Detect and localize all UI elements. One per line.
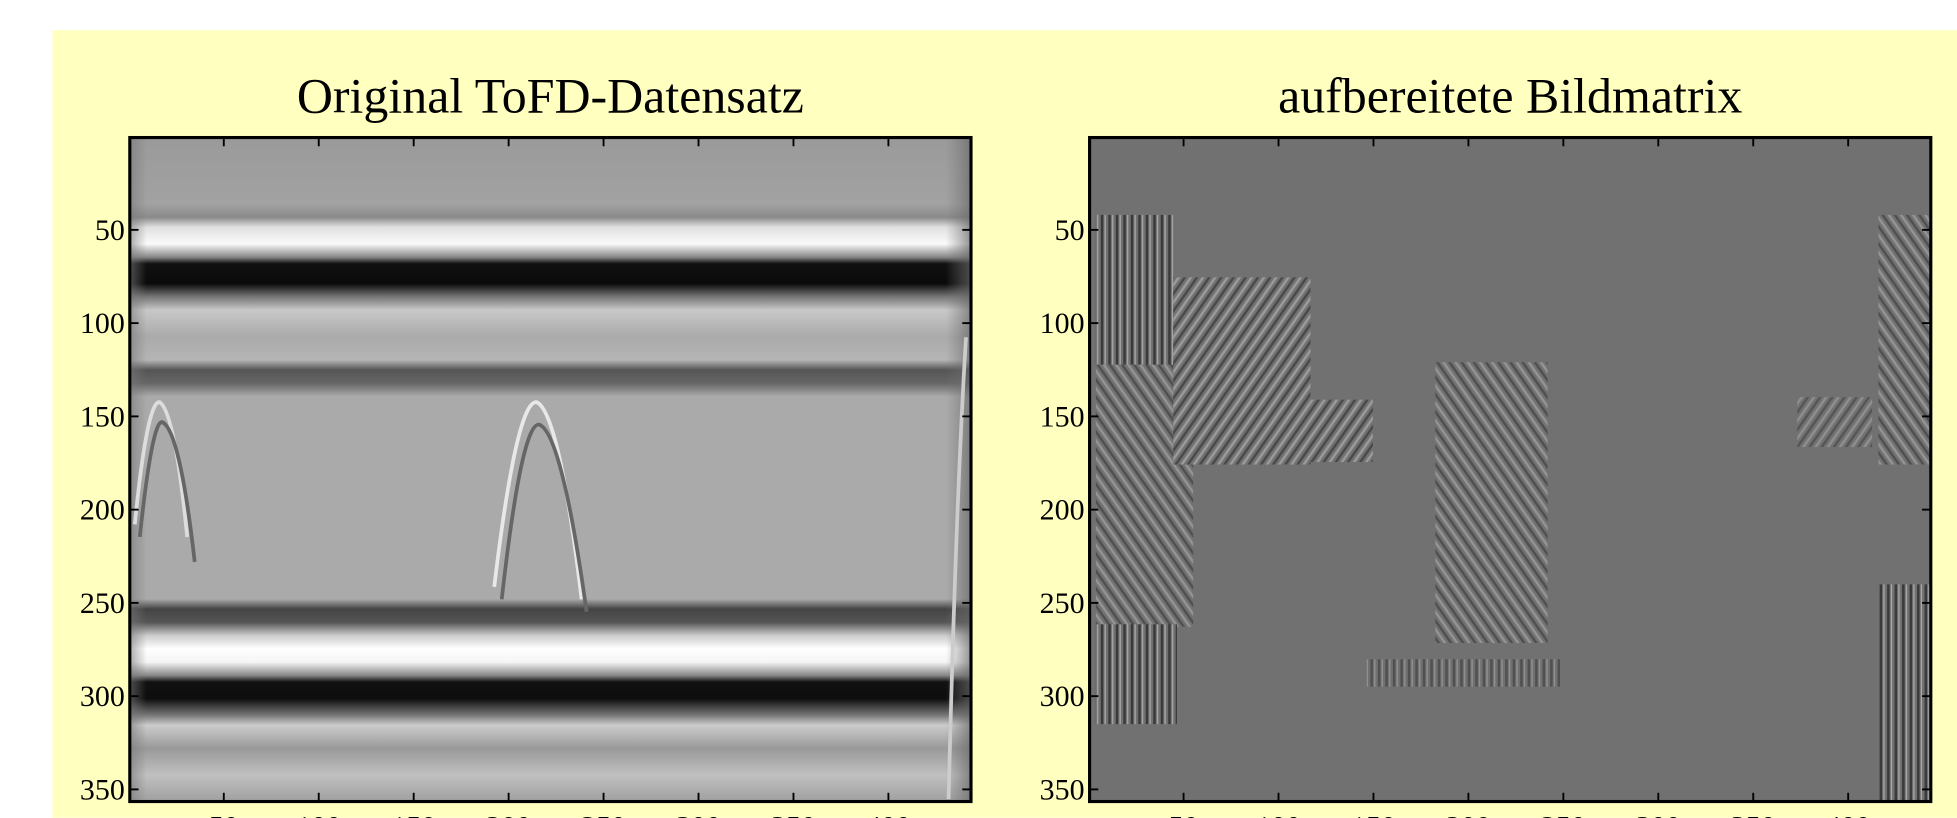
x-tick-label: 200 — [1446, 810, 1491, 818]
y-tick-label: 300 — [80, 680, 125, 713]
y-tick-label: 200 — [1040, 494, 1085, 527]
x-tick-label: 300 — [1636, 810, 1681, 818]
axes-frame — [1088, 135, 1933, 804]
image-right — [1089, 137, 1933, 802]
x-tick-label: 50 — [1169, 810, 1199, 818]
x-tick-label: 250 — [1541, 810, 1586, 818]
y-tick-label: 150 — [1040, 400, 1085, 433]
y-tick-label: 150 — [80, 400, 125, 433]
axes-frame — [128, 135, 973, 804]
x-tick-label: 50 — [209, 810, 239, 818]
x-tick-label: 200 — [486, 810, 531, 818]
chart-title: aufbereitete Bildmatrix — [1278, 69, 1742, 124]
y-tick-label: 50 — [1055, 214, 1085, 247]
x-tick-label: 100 — [296, 810, 341, 818]
chart-title: Original ToFD-Datensatz — [297, 69, 804, 124]
x-tick-label: 150 — [1351, 810, 1396, 818]
y-tick-label: 100 — [1040, 307, 1085, 340]
y-tick-label: 350 — [1040, 773, 1085, 806]
x-tick-label: 400 — [866, 810, 911, 818]
y-tick-label: 200 — [80, 494, 125, 527]
y-tick-label: 50 — [95, 214, 125, 247]
y-tick-label: 250 — [1040, 587, 1085, 620]
y-tick-label: 350 — [80, 773, 125, 806]
image-left — [129, 137, 972, 802]
x-tick-label: 100 — [1256, 810, 1301, 818]
y-tick-label: 300 — [1040, 680, 1085, 713]
x-tick-label: 300 — [676, 810, 721, 818]
y-tick-label: 100 — [80, 307, 125, 340]
x-tick-label: 350 — [1731, 810, 1776, 818]
x-tick-label: 350 — [771, 810, 816, 818]
x-tick-label: 250 — [581, 810, 626, 818]
x-tick-label: 400 — [1826, 810, 1871, 818]
x-tick-label: 150 — [391, 810, 436, 818]
y-tick-label: 250 — [80, 587, 125, 620]
